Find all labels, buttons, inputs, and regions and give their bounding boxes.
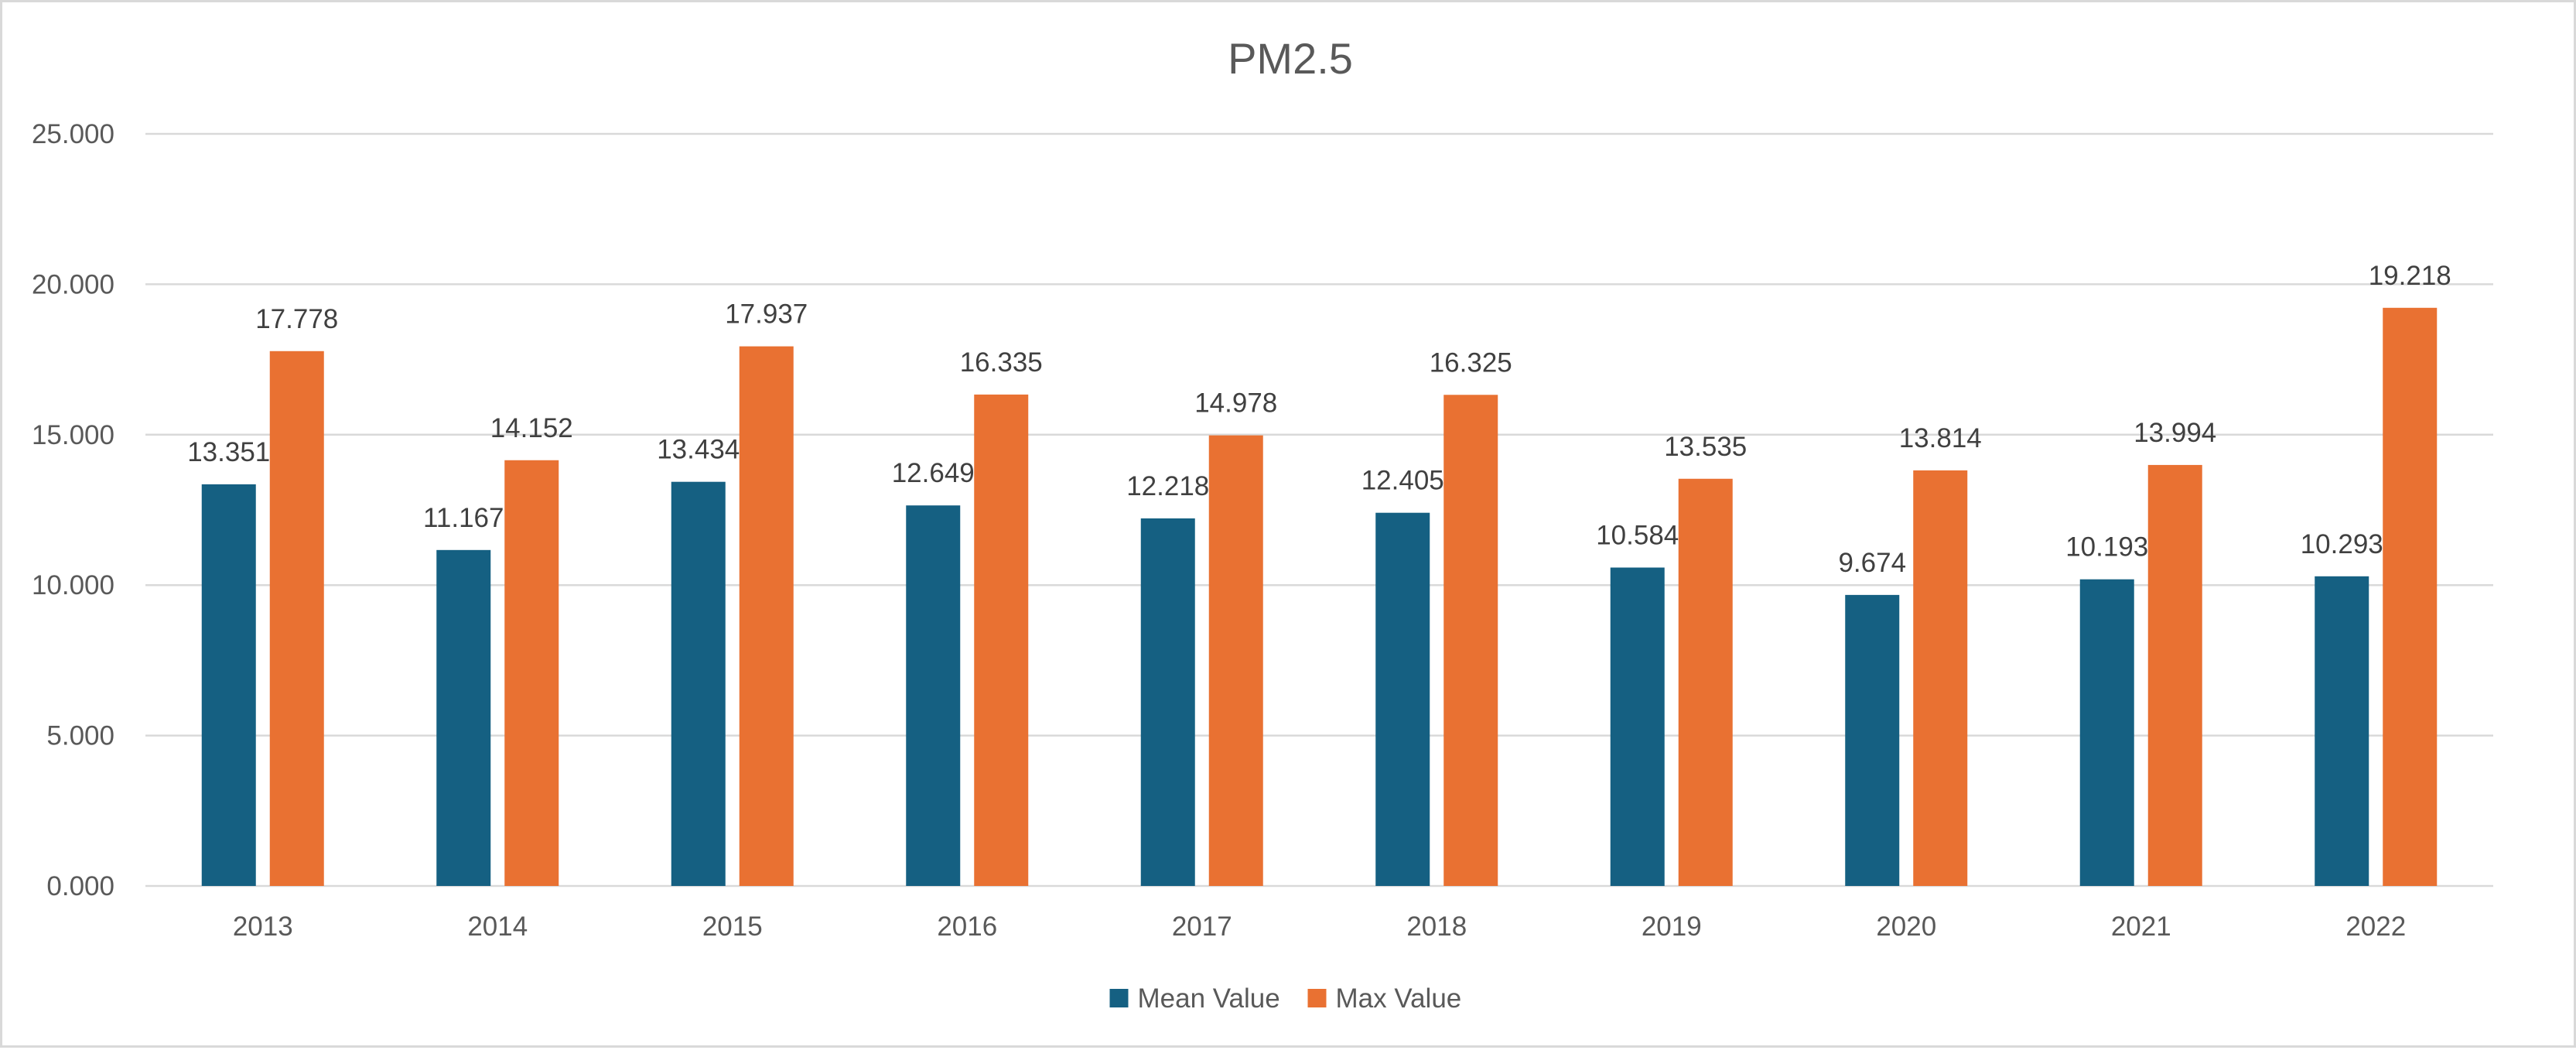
x-tick-label: 2015: [702, 911, 763, 942]
legend: Mean Value Max Value: [1109, 983, 1462, 1014]
y-axis-ticks: 0.000 5.000 10.000 15.000 20.000 25.000: [32, 119, 114, 901]
data-label-max: 13.535: [1664, 432, 1747, 462]
x-tick-label: 2021: [2111, 911, 2171, 942]
legend-swatch: [1307, 989, 1327, 1007]
x-tick-label: 2013: [233, 911, 293, 942]
chart-title: PM2.5: [1228, 34, 1353, 83]
bar-mean-value: [1610, 567, 1665, 886]
bar-max-value: [739, 346, 794, 886]
bar-mean-value: [1375, 512, 1430, 886]
data-label-max: 19.218: [2369, 261, 2451, 291]
x-tick-label: 2016: [937, 911, 997, 942]
bar-max-value: [1678, 478, 1733, 886]
data-label-max: 16.335: [960, 347, 1043, 378]
data-label-mean: 10.193: [2065, 532, 2148, 563]
bar-mean-value: [1140, 518, 1195, 886]
x-tick-label: 2018: [1406, 911, 1467, 942]
bar-mean-value: [436, 549, 491, 886]
bar-max-value: [2147, 464, 2202, 886]
bar-mean-value: [201, 484, 256, 886]
x-tick-label: 2020: [1876, 911, 1936, 942]
bar-max-value: [504, 460, 559, 886]
y-tick-label: 5.000: [46, 721, 114, 751]
x-tick-label: 2019: [1642, 911, 1702, 942]
legend-label: Max Value: [1336, 983, 1462, 1014]
bar-max-value: [269, 351, 324, 886]
data-label-mean: 13.434: [657, 435, 740, 465]
bar-mean-value: [2315, 576, 2369, 886]
data-label-mean: 12.649: [892, 458, 975, 488]
x-tick-label: 2022: [2345, 911, 2406, 942]
y-tick-label: 10.000: [32, 570, 114, 600]
legend-label: Mean Value: [1138, 983, 1280, 1014]
bar-max-value: [974, 394, 1029, 886]
bars: [201, 307, 2438, 886]
data-label-max: 14.978: [1194, 388, 1277, 419]
data-labels: 13.351 17.778 11.167 14.152 13.434 17.937 12.6…: [187, 261, 2451, 578]
bar-max-value: [2383, 307, 2438, 886]
x-axis-ticks: 2013 2014 2015 2016 2017 2018 2019 2020 2021 2022: [233, 911, 2406, 942]
data-label-mean: 10.584: [1596, 520, 1679, 550]
bar-mean-value: [1845, 594, 1900, 886]
data-label-mean: 9.674: [1838, 548, 1906, 578]
x-tick-label: 2014: [467, 911, 528, 942]
y-tick-label: 15.000: [32, 420, 114, 450]
data-label-max: 17.778: [255, 304, 338, 334]
bar-max-value: [1208, 435, 1263, 886]
data-label-max: 14.152: [490, 413, 573, 443]
data-label-mean: 10.293: [2301, 529, 2383, 559]
x-tick-label: 2017: [1172, 911, 1232, 942]
y-tick-label: 20.000: [32, 269, 114, 299]
legend-swatch: [1109, 989, 1129, 1007]
data-label-mean: 13.351: [187, 437, 270, 467]
data-label-max: 13.814: [1899, 423, 1982, 453]
bar-mean-value: [2079, 579, 2134, 886]
y-tick-label: 25.000: [32, 119, 114, 149]
bar-mean-value: [671, 481, 726, 886]
bar-max-value: [1913, 470, 1968, 886]
bar-mean-value: [906, 505, 961, 886]
data-label-max: 16.325: [1430, 347, 1512, 378]
data-label-max: 17.937: [725, 299, 808, 330]
bar-max-value: [1443, 395, 1498, 886]
data-label-mean: 12.405: [1361, 466, 1444, 496]
data-label-mean: 11.167: [423, 503, 504, 533]
y-tick-label: 0.000: [46, 871, 114, 901]
data-label-max: 13.994: [2134, 418, 2216, 448]
data-label-mean: 12.218: [1126, 471, 1209, 501]
